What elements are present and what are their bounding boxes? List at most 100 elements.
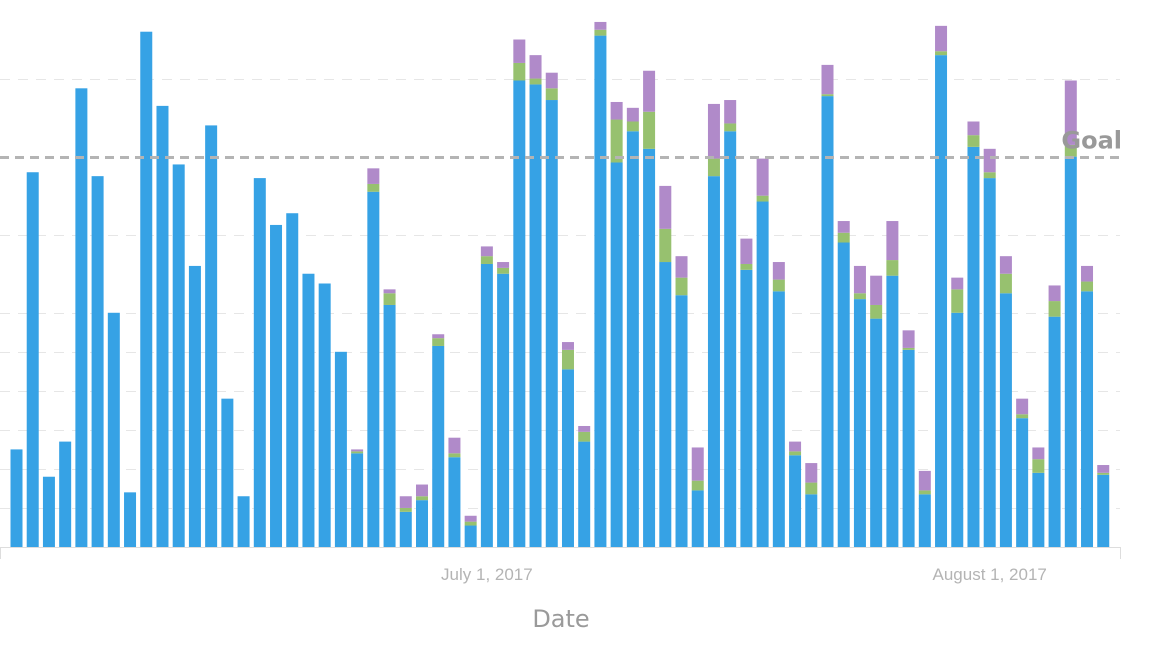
bar-segment-series-3: [351, 449, 364, 452]
bar-segment-series-2: [837, 232, 850, 243]
bar-segment-series-3: [578, 425, 591, 432]
bar-segment-series-1: [967, 146, 980, 547]
bar-segment-series-2: [545, 88, 558, 101]
bar-segment-series-2: [675, 277, 688, 296]
bar-segment-series-3: [772, 262, 785, 280]
bar-segment-series-1: [821, 96, 834, 548]
x-axis: July 1, 2017 August 1, 2017: [0, 547, 1121, 584]
bar-segment-series-1: [1048, 316, 1061, 547]
bar-segment-series-1: [480, 263, 493, 547]
bar-segment-series-3: [643, 70, 656, 112]
bar-segment-series-1: [334, 351, 347, 547]
bar-segment-series-3: [886, 221, 899, 261]
bar-segment-series-3: [399, 496, 412, 508]
bar-segment-series-2: [383, 293, 396, 305]
bar-segment-series-3: [464, 515, 477, 522]
bar-segment-series-1: [448, 457, 461, 547]
bar-segment-series-3: [707, 103, 720, 159]
bar-segment-series-2: [805, 482, 818, 495]
bar-segment-series-2: [594, 29, 607, 36]
bar-segment-series-1: [594, 35, 607, 548]
bar-segment-series-1: [367, 191, 380, 547]
x-tick-label: August 1, 2017: [933, 565, 1047, 584]
bar-segment-series-1: [740, 269, 753, 547]
bar-segment-series-3: [853, 265, 866, 294]
bar-segment-series-1: [951, 312, 964, 547]
bar-segment-series-1: [383, 304, 396, 547]
bar-segment-series-1: [124, 492, 137, 547]
bar-segment-series-1: [416, 500, 428, 547]
bar-segment-series-2: [740, 263, 753, 270]
bar-segment-series-1: [561, 369, 574, 547]
bar-segment-series-2: [902, 347, 915, 350]
bar-segment-series-1: [302, 273, 315, 547]
bar-segment-series-2: [756, 195, 769, 202]
bar-segment-series-2: [707, 158, 720, 177]
bar-segment-series-1: [643, 148, 656, 547]
bar-segment-series-2: [1081, 281, 1094, 292]
bar-segment-series-3: [1048, 285, 1061, 302]
bar-segment-series-3: [480, 246, 493, 257]
bar-segment-series-3: [902, 330, 915, 348]
bar-segment-series-1: [1081, 291, 1094, 547]
bar-segment-series-2: [1048, 301, 1061, 317]
bar-segment-series-1: [707, 176, 720, 547]
bar-segment-series-1: [789, 455, 802, 547]
bar-segment-series-3: [951, 277, 964, 290]
bar-segment-series-3: [513, 39, 526, 63]
bar-segment-series-2: [870, 304, 883, 319]
bar-segment-series-3: [675, 256, 688, 278]
bar-segment-series-2: [886, 260, 899, 276]
bar-segment-series-1: [205, 125, 218, 548]
bar-segment-series-1: [1032, 472, 1045, 547]
bar-segment-series-3: [821, 64, 834, 95]
bar-segment-series-3: [1081, 265, 1094, 282]
bar-segment-series-1: [918, 494, 931, 547]
bar-segment-series-3: [756, 158, 769, 196]
bar-segment-series-1: [691, 490, 704, 547]
bar-segment-series-2: [561, 349, 574, 370]
bar-segment-series-1: [513, 80, 526, 547]
bar-segment-series-2: [367, 183, 380, 192]
bar-segment-series-1: [286, 213, 299, 548]
bar-segment-series-2: [983, 172, 996, 179]
bar-segment-series-2: [1097, 472, 1110, 475]
bar-segment-series-1: [140, 31, 153, 547]
bar-segment-series-1: [756, 201, 769, 547]
bar-segment-series-1: [853, 299, 866, 547]
bar-segment-series-3: [367, 168, 380, 184]
bar-segment-series-2: [951, 289, 964, 313]
bar-segment-series-2: [399, 507, 412, 512]
bar-segment-series-2: [1032, 459, 1045, 473]
bar-segment-series-3: [1097, 465, 1110, 473]
gridlines: [0, 79, 1120, 509]
bar-segment-series-1: [529, 84, 542, 547]
bar-segment-series-1: [805, 494, 818, 547]
bar-segment-series-2: [416, 496, 428, 501]
bar-segment-series-1: [626, 131, 639, 547]
bar-segment-series-3: [529, 55, 542, 79]
bar-segment-series-2: [351, 451, 364, 454]
bar-segment-series-1: [983, 178, 996, 547]
bar-segment-series-1: [578, 441, 591, 547]
bar-segment-series-3: [837, 221, 850, 233]
bar-segment-series-3: [724, 100, 737, 124]
bar-segment-series-1: [221, 398, 234, 547]
bar-segment-series-1: [610, 162, 623, 548]
goal-label: Goal: [1061, 127, 1122, 155]
bar-segment-series-2: [432, 338, 445, 346]
bar-segment-series-1: [772, 291, 785, 547]
bar-segment-series-1: [464, 525, 477, 547]
bar-segment-series-3: [659, 185, 672, 229]
bar-segment-series-1: [188, 265, 201, 547]
bar-segment-series-1: [59, 441, 72, 547]
bar-segment-series-1: [675, 295, 688, 547]
bar-segment-series-2: [529, 78, 542, 85]
bars: [10, 21, 1110, 548]
bar-segment-series-3: [1064, 80, 1077, 145]
bar-segment-series-1: [318, 283, 331, 547]
bar-segment-series-1: [75, 88, 88, 547]
bar-segment-series-1: [935, 55, 948, 547]
